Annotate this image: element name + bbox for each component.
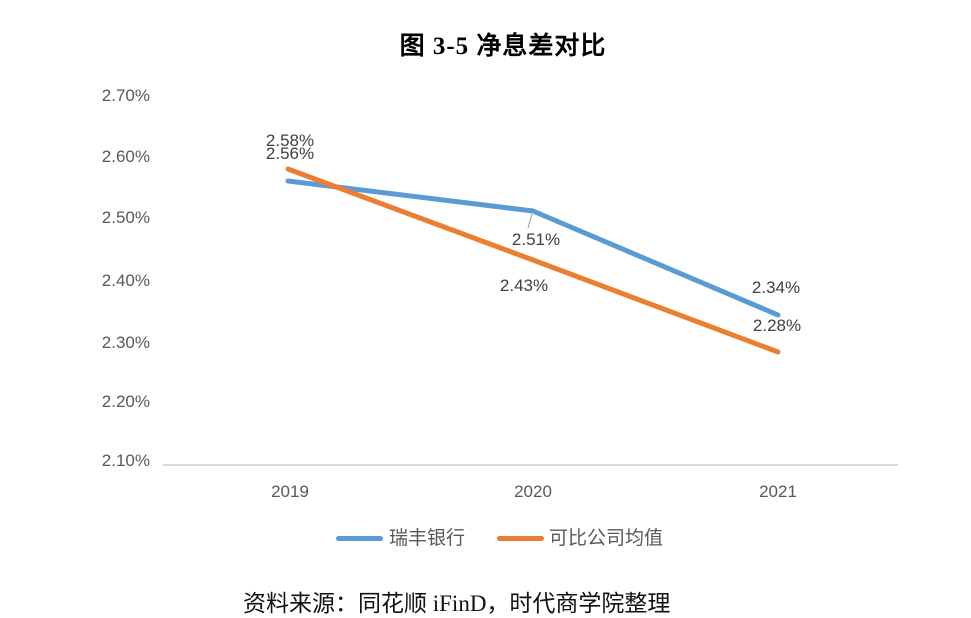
source-note: 资料来源：同花顺 iFinD，时代商学院整理 bbox=[243, 591, 671, 616]
peers-line bbox=[285, 166, 781, 355]
data-label-peers-2020: 2.43% bbox=[499, 276, 549, 295]
x-axis-label-2020: 2020 bbox=[514, 482, 552, 501]
data-label-peers-2021: 2.28% bbox=[752, 316, 802, 335]
bank-legend-swatch bbox=[336, 536, 383, 541]
x-axis-label-2021: 2021 bbox=[759, 482, 797, 501]
y-axis-tick-label: 2.10% bbox=[101, 451, 150, 470]
y-axis-tick-label: 2.20% bbox=[101, 392, 150, 411]
chart-title: 图 3-5 净息差对比 bbox=[399, 33, 607, 60]
data-label-bank-2021: 2.34% bbox=[751, 278, 801, 297]
y-axis-tick-label: 2.50% bbox=[101, 208, 150, 227]
data-label-bank-2020: 2.51% bbox=[511, 230, 561, 249]
bank-legend-label: 瑞丰银行 bbox=[389, 528, 466, 549]
peers-legend-swatch bbox=[497, 536, 544, 541]
y-axis-tick-label: 2.40% bbox=[101, 271, 150, 290]
data-label-bank-2019: 2.56% bbox=[265, 144, 315, 163]
label-leader-line bbox=[527, 213, 533, 229]
bank-line bbox=[285, 178, 781, 318]
x-axis-label-2019: 2019 bbox=[271, 482, 309, 501]
y-axis-tick-label: 2.60% bbox=[101, 147, 150, 166]
y-axis-tick-label: 2.70% bbox=[101, 86, 150, 105]
peers-legend-label: 可比公司均值 bbox=[549, 528, 664, 549]
y-axis-tick-label: 2.30% bbox=[101, 333, 150, 352]
data-label-peers-2019: 2.58% bbox=[265, 131, 315, 150]
